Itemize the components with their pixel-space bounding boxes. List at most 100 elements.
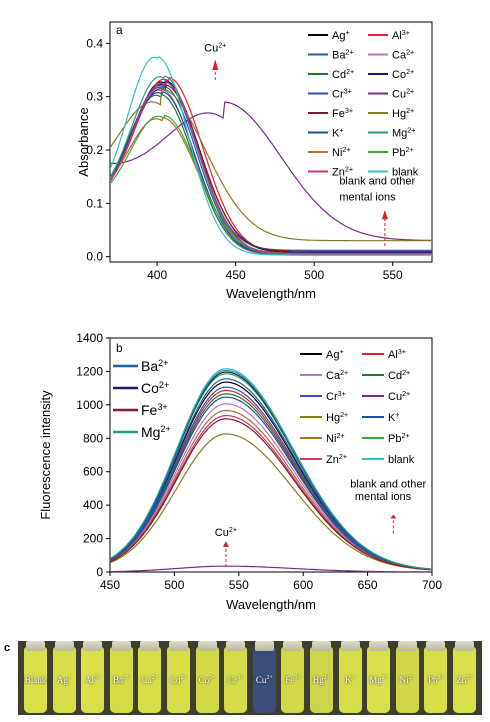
vial-label: Co2+ <box>198 675 216 685</box>
legend-label-a: Pb2+ <box>392 146 414 159</box>
vial: Ca2+ <box>136 641 163 715</box>
legend-label-b: K+ <box>388 411 400 424</box>
x-tick-label-a: 400 <box>147 268 167 282</box>
vial-solution <box>281 647 305 713</box>
vial: Co2+ <box>194 641 221 715</box>
legend-label-a: Ba2+ <box>332 49 354 62</box>
series-line-a-fe <box>110 84 432 252</box>
legend-label-a: Ni2+ <box>332 146 351 159</box>
vial: Pb2+ <box>422 641 449 715</box>
vial-cap <box>140 641 160 651</box>
legend-label-b: Zn2+ <box>326 453 347 466</box>
panel-a-label: a <box>116 23 123 37</box>
y-tick-label-a: 0.1 <box>86 196 103 210</box>
vial-cap <box>426 641 446 651</box>
vial-solution <box>453 647 476 713</box>
panel-b-label: b <box>116 341 123 355</box>
vial-label: Fe3+ <box>285 675 301 685</box>
legend-label-b: Cu2+ <box>388 390 410 403</box>
legend-label-a: Fe3+ <box>332 107 353 120</box>
series-line-b-blank <box>110 368 432 570</box>
y-tick-label-b: 600 <box>83 465 103 479</box>
inset-legend-label-b: Ba2+ <box>141 358 169 374</box>
vial-solution <box>24 647 47 713</box>
vial: K+ <box>337 641 364 715</box>
annotation-b-blank-2: mental ions <box>355 491 412 503</box>
series-line-b-k <box>110 396 432 571</box>
series-line-b-mg <box>110 369 432 570</box>
inset-legend-label-b: Fe3+ <box>141 402 168 418</box>
legend-label-a: Zn2+ <box>332 166 353 179</box>
curves-a <box>110 56 432 256</box>
series-line-b-fe <box>110 418 432 571</box>
panel-a: a 400 450 500 550 0.0 0.1 0.2 0.3 0.4 Wavelength/n… <box>76 21 433 301</box>
vial-solution <box>138 647 162 713</box>
x-axis-title-a: Wavelength/nm <box>226 286 316 301</box>
series-line-b-cu <box>110 565 432 572</box>
legend-label-a: Cu2+ <box>392 88 414 101</box>
vial-solution <box>338 647 362 713</box>
series-line-a-zn <box>110 81 432 255</box>
vial-solution <box>395 647 419 713</box>
legend-label-b: Ag+ <box>326 348 344 361</box>
vial-solution <box>252 647 276 713</box>
series-line-a-blank <box>110 56 432 256</box>
vial-solution <box>52 647 76 713</box>
vial-label: Cd2+ <box>170 675 187 685</box>
vial-solution <box>367 647 391 713</box>
y-tick-label-a: 0.0 <box>86 250 103 264</box>
annotation-a-blank-1: blank and other <box>339 176 415 188</box>
x-tick-label-a: 550 <box>383 268 403 282</box>
vial-cap <box>254 641 274 651</box>
x-tick-label-b: 450 <box>100 578 120 592</box>
legend-label-b: Al3+ <box>388 348 406 361</box>
y-tick-label-b: 800 <box>83 431 103 445</box>
vial-cap <box>397 641 417 651</box>
vial-solution <box>195 647 219 713</box>
x-tick-label-b: 700 <box>422 578 442 592</box>
legend-label-a: Hg2+ <box>392 107 414 120</box>
vial-label: Ag+ <box>56 675 72 685</box>
y-axis-title-a: Absorbance <box>76 107 91 176</box>
legend-label-b: Pb2+ <box>388 432 410 445</box>
series-line-a-cr <box>110 80 432 251</box>
vial-cap <box>83 641 103 651</box>
x-tick-label-a: 450 <box>226 268 246 282</box>
vial-photo: Blank Ag+ Al3+ Ba2+ Ca2+ Cd2+ Co2+ Cr3+ Cu2+ Fe3+… <box>18 641 482 715</box>
vial-solution <box>81 647 105 713</box>
series-line-a-hg <box>110 88 432 242</box>
y-tick-label-a: 0.2 <box>86 143 103 157</box>
y-tick-label-b: 1000 <box>76 398 103 412</box>
vial: Blank <box>22 641 49 715</box>
annotation-b-cu: Cu2+ <box>215 526 237 539</box>
y-axis-title-b: Fluorescence intensity <box>38 390 53 520</box>
x-tick-label-b: 600 <box>293 578 313 592</box>
legend-label-a: Cr3+ <box>332 88 352 101</box>
arrowhead-a-cu <box>212 59 219 70</box>
vial-cap <box>455 641 474 651</box>
vial: Fe3+ <box>279 641 306 715</box>
legend-label-a: Cd2+ <box>332 68 354 81</box>
arrowhead-a-blank <box>381 209 388 220</box>
vial-solution <box>424 647 448 713</box>
vial: Cr3+ <box>222 641 249 715</box>
legend-label-a: blank <box>392 167 419 179</box>
legend-label-b: Hg2+ <box>326 411 348 424</box>
y-tick-label-b: 1200 <box>76 364 103 378</box>
vial-cap <box>26 641 45 651</box>
vial-cap <box>283 641 303 651</box>
series-line-a-cu <box>110 101 432 242</box>
vial: Cd2+ <box>165 641 192 715</box>
vial-label: Al3+ <box>84 675 101 685</box>
vial: Ag+ <box>51 641 78 715</box>
vial: Hg2+ <box>308 641 335 715</box>
arrowhead-b-blank <box>390 514 397 519</box>
vial: Mg2+ <box>365 641 392 715</box>
y-tick-label-b: 1400 <box>76 331 103 345</box>
vial-cap <box>226 641 246 651</box>
vial: Cu2+ <box>251 641 278 715</box>
y-tick-label-b: 200 <box>83 532 103 546</box>
vial-label: Cr3+ <box>227 675 244 685</box>
vial-label: Ni2+ <box>399 675 415 685</box>
y-tick-label-b: 400 <box>83 498 103 512</box>
